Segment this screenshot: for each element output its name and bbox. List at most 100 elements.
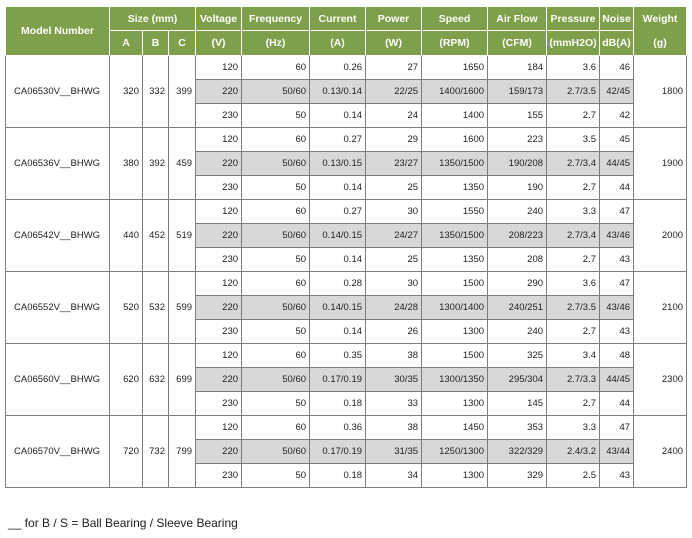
current-cell: 0.14 xyxy=(309,103,367,128)
frequency-cell: 50/60 xyxy=(241,439,311,464)
frequency-cell: 50 xyxy=(241,391,311,416)
power-cell: 25 xyxy=(365,175,423,200)
speed-cell: 1500 xyxy=(421,343,489,368)
weight-cell: 2400 xyxy=(633,415,688,488)
footnote: __ for B / S = Ball Bearing / Sleeve Bea… xyxy=(8,516,238,530)
pressure-cell: 2.7/3.3 xyxy=(546,367,601,392)
weight-cell: 2000 xyxy=(633,199,688,272)
weight-cell: 2300 xyxy=(633,343,688,416)
frequency-cell: 50 xyxy=(241,319,311,344)
frequency-cell: 60 xyxy=(241,271,311,296)
frequency-cell: 50/60 xyxy=(241,79,311,104)
size-a-cell: 380 xyxy=(109,127,143,200)
table-row: 220 50/60 0.17/0.19 31/35 1250/1300 322/329 2.… xyxy=(6,439,687,464)
weight-cell: 1800 xyxy=(633,55,688,128)
table-row: CA06560V__BHWG 620 632 699 120 60 0.35 38 1500 32… xyxy=(5,343,688,416)
speed-cell: 1350 xyxy=(421,247,489,272)
speed-cell: 1650 xyxy=(421,55,489,80)
noise-cell: 43/44 xyxy=(599,439,635,464)
power-cell: 25 xyxy=(365,247,423,272)
voltage-cell: 120 xyxy=(195,127,243,152)
current-cell: 0.35 xyxy=(309,343,367,368)
model-number-cell: CA06530V__BHWG xyxy=(5,55,110,128)
airflow-cell: 329 xyxy=(487,463,548,488)
power-cell: 30 xyxy=(365,199,423,224)
airflow-cell: 325 xyxy=(487,343,548,368)
pressure-cell: 3.3 xyxy=(546,199,601,224)
pressure-cell: 2.7/3.4 xyxy=(546,151,601,176)
spec-table: Model Number Size (mm) Voltage Frequency… xyxy=(5,6,688,488)
voltage-cell: 230 xyxy=(195,319,243,344)
noise-cell: 42/45 xyxy=(599,79,635,104)
header-size-b: B xyxy=(142,30,169,56)
header-airflow: Air Flow xyxy=(487,6,548,31)
power-cell: 30 xyxy=(365,271,423,296)
pressure-cell: 3.6 xyxy=(546,55,601,80)
voltage-cell: 230 xyxy=(195,391,243,416)
speed-cell: 1250/1300 xyxy=(421,439,489,464)
noise-cell: 42 xyxy=(599,103,635,128)
power-cell: 24/27 xyxy=(365,223,423,248)
airflow-cell: 190/208 xyxy=(487,151,548,176)
airflow-cell: 295/304 xyxy=(487,367,548,392)
pressure-cell: 2.4/3.2 xyxy=(546,439,601,464)
voltage-cell: 230 xyxy=(195,103,243,128)
size-b-cell: 332 xyxy=(142,55,169,128)
size-a-cell: 620 xyxy=(109,343,143,416)
model-number-cell: CA06570V__BHWG xyxy=(5,415,110,488)
speed-cell: 1300 xyxy=(421,391,489,416)
speed-cell: 1300/1400 xyxy=(421,295,489,320)
header-weight-unit: (g) xyxy=(653,37,667,49)
size-a-cell: 720 xyxy=(109,415,143,488)
size-b-cell: 392 xyxy=(142,127,169,200)
model-number-cell: CA06552V__BHWG xyxy=(5,271,110,344)
pressure-cell: 2.7 xyxy=(546,391,601,416)
current-cell: 0.18 xyxy=(309,391,367,416)
header-voltage: Voltage xyxy=(195,6,243,31)
speed-cell: 1350 xyxy=(421,175,489,200)
pressure-cell: 2.7/3.5 xyxy=(546,295,601,320)
table-row: CA06530V__BHWG 320 332 399 120 60 0.26 27 1650 18… xyxy=(5,55,688,128)
airflow-cell: 322/329 xyxy=(487,439,548,464)
header-airflow-unit: (CFM) xyxy=(487,30,548,56)
pressure-cell: 2.7 xyxy=(546,319,601,344)
current-cell: 0.26 xyxy=(309,55,367,80)
noise-cell: 47 xyxy=(599,271,635,296)
header-voltage-unit: (V) xyxy=(195,30,243,56)
table-row: 230 50 0.14 26 1300 240 2.7 43 xyxy=(6,319,687,344)
noise-cell: 44/45 xyxy=(599,151,635,176)
model-number-cell: CA06542V__BHWG xyxy=(5,199,110,272)
power-cell: 38 xyxy=(365,343,423,368)
voltage-cell: 220 xyxy=(195,79,243,104)
size-a-cell: 520 xyxy=(109,271,143,344)
current-cell: 0.14 xyxy=(309,319,367,344)
table-row: CA06536V__BHWG 380 392 459 120 60 0.27 29 1600 22… xyxy=(5,127,688,200)
airflow-cell: 145 xyxy=(487,391,548,416)
table-row: 220 50/60 0.13/0.14 22/25 1400/1600 159/173 2.… xyxy=(6,79,687,104)
size-b-cell: 632 xyxy=(142,343,169,416)
voltage-cell: 220 xyxy=(195,295,243,320)
header-frequency-unit: (Hz) xyxy=(241,30,311,56)
power-cell: 23/27 xyxy=(365,151,423,176)
table-row: 230 50 0.18 33 1300 145 2.7 44 xyxy=(6,391,687,416)
size-a-cell: 320 xyxy=(109,55,143,128)
noise-cell: 43 xyxy=(599,463,635,488)
speed-cell: 1350/1500 xyxy=(421,151,489,176)
header-size-c: C xyxy=(167,30,197,56)
table-row: CA06570V__BHWG 720 732 799 120 60 0.36 38 1450 35… xyxy=(5,415,688,488)
header-pressure: Pressure xyxy=(546,6,601,31)
voltage-cell: 120 xyxy=(195,55,243,80)
voltage-cell: 230 xyxy=(195,175,243,200)
size-c-cell: 599 xyxy=(167,271,197,344)
frequency-cell: 60 xyxy=(241,127,311,152)
frequency-cell: 50 xyxy=(241,175,311,200)
header-current: Current xyxy=(309,6,367,31)
airflow-cell: 208 xyxy=(487,247,548,272)
frequency-cell: 50 xyxy=(241,463,311,488)
header-weight-label: Weight xyxy=(642,13,678,25)
frequency-cell: 60 xyxy=(241,415,311,440)
current-cell: 0.14 xyxy=(309,175,367,200)
spec-table-body: CA06530V__BHWG 320 332 399 120 60 0.26 27 1650 18… xyxy=(5,55,688,488)
noise-cell: 48 xyxy=(599,343,635,368)
pressure-cell: 2.7 xyxy=(546,103,601,128)
